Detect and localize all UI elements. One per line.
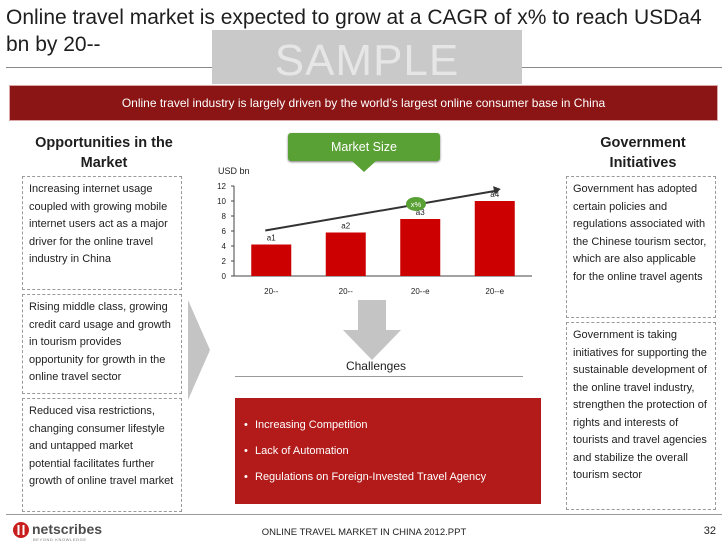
challenges-box: Increasing Competition Lack of Automatio… [235,398,541,504]
x-tick-label: 20-- [264,287,279,296]
y-tick-label: 0 [222,272,227,281]
bar-series [251,201,515,276]
netscribes-logo: netscribes BEYOND KNOWLEDGE [13,521,102,542]
x-tick-label: 20-- [339,287,354,296]
data-label: a2 [341,222,350,231]
government-heading: Government Initiatives [600,135,686,171]
opportunity-box-1: Increasing internet usage coupled with g… [22,176,182,290]
page-title: Online travel market is expected to grow… [6,6,702,56]
caret-down-icon [352,161,376,172]
page-number: 32 [703,525,716,537]
x-tick-labels: 20-- 20-- 20--e 20--e [264,287,505,296]
y-tick-label: 4 [222,242,227,251]
watermark-text: SAMPLE [274,36,460,85]
bar [400,219,441,276]
opportunities-heading: Opportunities in the Market [35,135,173,171]
y-tick-label: 2 [222,257,227,266]
y-tick-label: 10 [217,197,226,206]
cagr-trend-line [265,190,495,232]
cagr-label: x% [411,200,422,209]
bar [474,201,515,276]
footer-text: ONLINE TRAVEL MARKET IN CHINA 2012.PPT [261,527,467,538]
challenges-list: Increasing Competition Lack of Automatio… [235,398,541,490]
challenges-divider [235,376,523,377]
x-tick-label: 20--e [411,287,430,296]
y-tick-label: 8 [222,212,227,221]
watermark-background [212,30,522,84]
government-box-2: Government is taking initiatives for sup… [566,322,716,510]
summary-banner: Online travel industry is largely driven… [10,86,717,120]
market-size-label: Market Size [288,133,440,161]
arrow-down-icon [343,300,401,360]
bar [325,232,366,276]
x-tick-label: 20--e [485,287,504,296]
data-label: a4 [490,190,499,199]
arrow-head-icon [493,186,501,195]
footer-divider [6,514,722,515]
logo-tagline: BEYOND KNOWLEDGE [33,537,87,542]
logo-text: netscribes [32,521,102,537]
chevron-right-icon [188,300,210,400]
y-axis-label: USD bn [218,166,250,176]
cagr-bubble [405,196,426,211]
y-axis: 0 2 4 6 8 10 12 [217,182,235,281]
opportunity-box-2: Rising middle class, growing credit card… [22,294,182,394]
data-label: a1 [267,234,276,243]
bar [251,244,292,276]
government-box-1: Government has adopted certain policies … [566,176,716,318]
challenge-item: Regulations on Foreign-Invested Travel A… [244,464,541,490]
opportunity-box-3: Reduced visa restrictions, changing cons… [22,398,182,512]
challenge-item: Lack of Automation [244,438,541,464]
challenges-label: Challenges [345,359,407,373]
y-tick-label: 12 [217,182,226,191]
y-tick-label: 6 [222,227,227,236]
challenge-item: Increasing Competition [244,412,541,438]
data-label: a3 [416,208,425,217]
cagr-annotation: x% [265,186,501,232]
data-labels: a1 a2 a3 a4 [267,190,500,243]
